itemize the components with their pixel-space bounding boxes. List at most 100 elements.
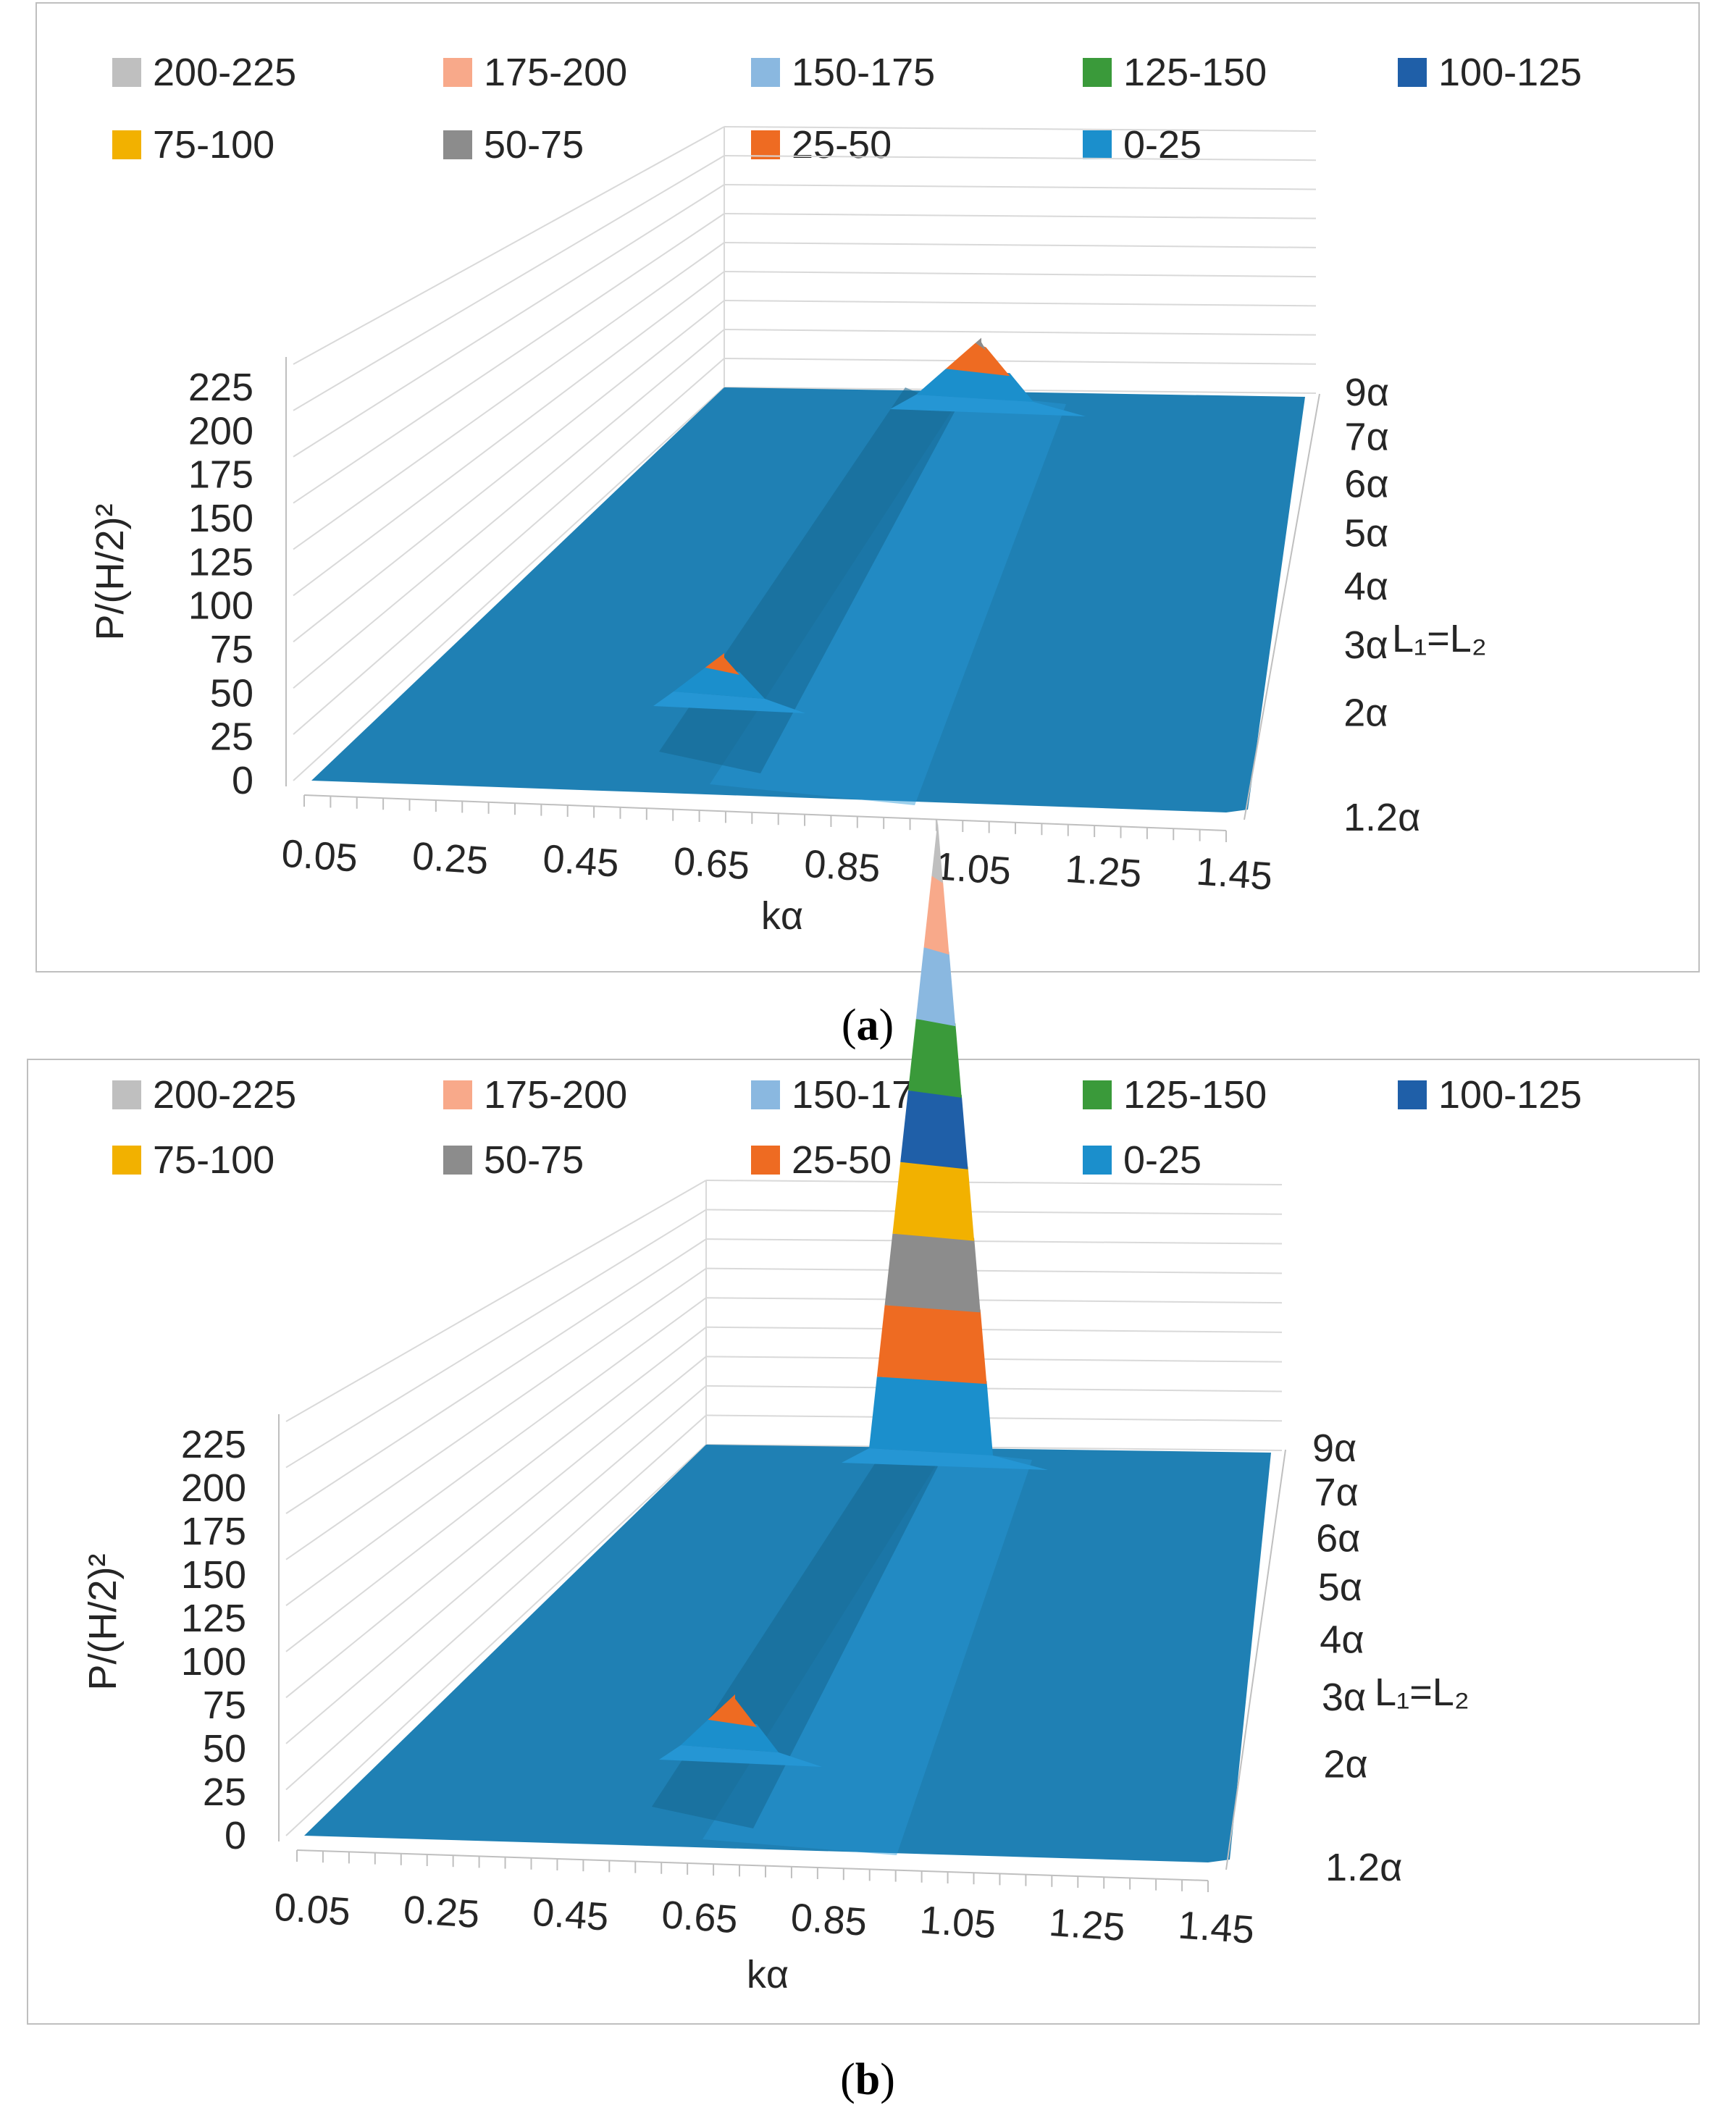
legend-swatch [443, 1080, 472, 1109]
legend-label: 175-200 [484, 1073, 627, 1117]
y-tick-label: 150 [188, 497, 253, 540]
depth-tick-label: 5α [1318, 1566, 1362, 1609]
depth-tick-label: 1.2α [1343, 796, 1420, 839]
gridline [724, 300, 1317, 307]
depth-tick-label: 3α [1322, 1676, 1366, 1719]
gridlines [293, 126, 1317, 781]
y-tick-label: 0 [232, 759, 253, 802]
legend-label: 100-125 [1438, 51, 1582, 94]
depth-tick-label: 4α [1320, 1618, 1364, 1661]
peak-band [876, 1305, 987, 1385]
depth-tick-label: 7α [1314, 1471, 1359, 1514]
x-tick-label: 0.25 [402, 1888, 481, 1936]
legend-label: 125-150 [1123, 1073, 1267, 1117]
peak-band [884, 1233, 981, 1313]
legend-item: 125-150 [1083, 51, 1267, 94]
gridline [724, 329, 1317, 336]
x-tick-label: 1.05 [918, 1898, 997, 1946]
x-axis-title: kα [747, 1953, 789, 1996]
depth-tick-label: 3α [1344, 623, 1388, 667]
gridline [724, 271, 1317, 278]
legend-swatch [751, 1080, 780, 1109]
legend-swatch [1083, 58, 1112, 87]
legend-label: 100-125 [1438, 1073, 1582, 1117]
legend-label: 25-50 [792, 1138, 892, 1182]
x-axis-line [303, 794, 1227, 831]
depth-axis-title: L₁=L₂ [1375, 1671, 1469, 1714]
peak-band [908, 1019, 962, 1098]
legend-item: 150-175 [751, 51, 935, 94]
depth-tick-label: 6α [1344, 462, 1388, 505]
y-tick-label: 25 [210, 715, 253, 759]
y-tick-label: 200 [188, 409, 253, 453]
legend: 200-225 175-200 150-175 125-150 100-12575-10… [112, 1073, 1582, 1182]
x-tick-label: 1.45 [1177, 1903, 1256, 1952]
gridline [705, 1356, 1283, 1363]
chart-panel-a: 200-225 175-200 150-175 125-150 100-125 75-10… [35, 2, 1700, 973]
y-tick-label: 75 [210, 628, 253, 671]
x-tick-label: 1.05 [934, 844, 1012, 893]
depth-tick-label: 9α [1312, 1427, 1356, 1470]
y-tick-label: 175 [188, 453, 253, 497]
peak-band [916, 369, 1033, 402]
axes [278, 1414, 1286, 1881]
legend-label: 200-225 [153, 1073, 296, 1117]
surface [304, 818, 1271, 1862]
legend-item: 75-100 [112, 1138, 274, 1182]
gridline [705, 1385, 1283, 1392]
legend-label: 125-150 [1123, 51, 1267, 94]
legend-item: 50-75 [443, 1138, 584, 1182]
x-tick-label: 0.65 [661, 1893, 739, 1941]
depth-tick-label: 4α [1344, 565, 1388, 608]
gridline [285, 1414, 707, 1791]
gridline [705, 1444, 1283, 1451]
gridline [293, 358, 725, 735]
gridline [285, 1326, 707, 1652]
legend-item: 200-225 [112, 51, 296, 94]
peak-band [674, 667, 765, 699]
gridline [285, 1444, 707, 1836]
legend-item: 75-100 [112, 123, 274, 167]
gridline [724, 184, 1317, 190]
y-axis-title: P/(H/2)² [88, 504, 132, 641]
x-axis-ticks: 0.05 0.25 0.45 0.65 0.85 1.05 1.25 1.45 [273, 1850, 1256, 1952]
x-axis-ticks: 0.05 0.25 0.45 0.65 0.85 1.05 1.25 1.45 [280, 795, 1274, 899]
gridline [705, 1297, 1283, 1304]
gridline [293, 387, 725, 781]
peak-base [659, 1745, 822, 1767]
x-tick-label: 1.45 [1195, 849, 1274, 898]
legend-swatch [751, 58, 780, 87]
depth-axis-line [1225, 1449, 1286, 1870]
legend-swatch [112, 58, 141, 87]
legend-item: 175-200 [443, 51, 627, 94]
depth-tick-label: 9α [1345, 371, 1389, 414]
surface-peak [653, 653, 805, 713]
legend-label: 50-75 [484, 123, 584, 167]
x-tick-label: 1.25 [1064, 847, 1143, 896]
y-tick-label: 100 [188, 584, 253, 628]
peak-band [915, 947, 956, 1027]
x-tick-label: 0.05 [273, 1885, 352, 1933]
legend-swatch [1083, 130, 1112, 159]
peak-band [708, 1694, 757, 1727]
legend-item: 175-200 [443, 1073, 627, 1117]
gridline [293, 271, 725, 597]
legend-swatch [751, 130, 780, 159]
peak-band [923, 875, 949, 955]
x-tick-label: 0.05 [280, 831, 359, 880]
legend-item: 200-225 [112, 1073, 296, 1117]
gridline [724, 126, 1317, 132]
gridline [285, 1297, 707, 1607]
x-axis-line [296, 1849, 1209, 1881]
peak-base [890, 395, 1086, 416]
gridline [285, 1209, 707, 1469]
gridline [293, 300, 725, 643]
peak-band [892, 1161, 975, 1241]
peak-band [900, 1090, 968, 1169]
gridline [285, 1385, 707, 1744]
legend-label: 175-200 [484, 51, 627, 94]
x-tick-label: 1.25 [1047, 1901, 1126, 1949]
y-tick-label: 50 [203, 1727, 246, 1770]
y-tick-label: 175 [181, 1510, 246, 1553]
legend: 200-225 175-200 150-175 125-150 100-125 75-10… [112, 51, 1582, 167]
